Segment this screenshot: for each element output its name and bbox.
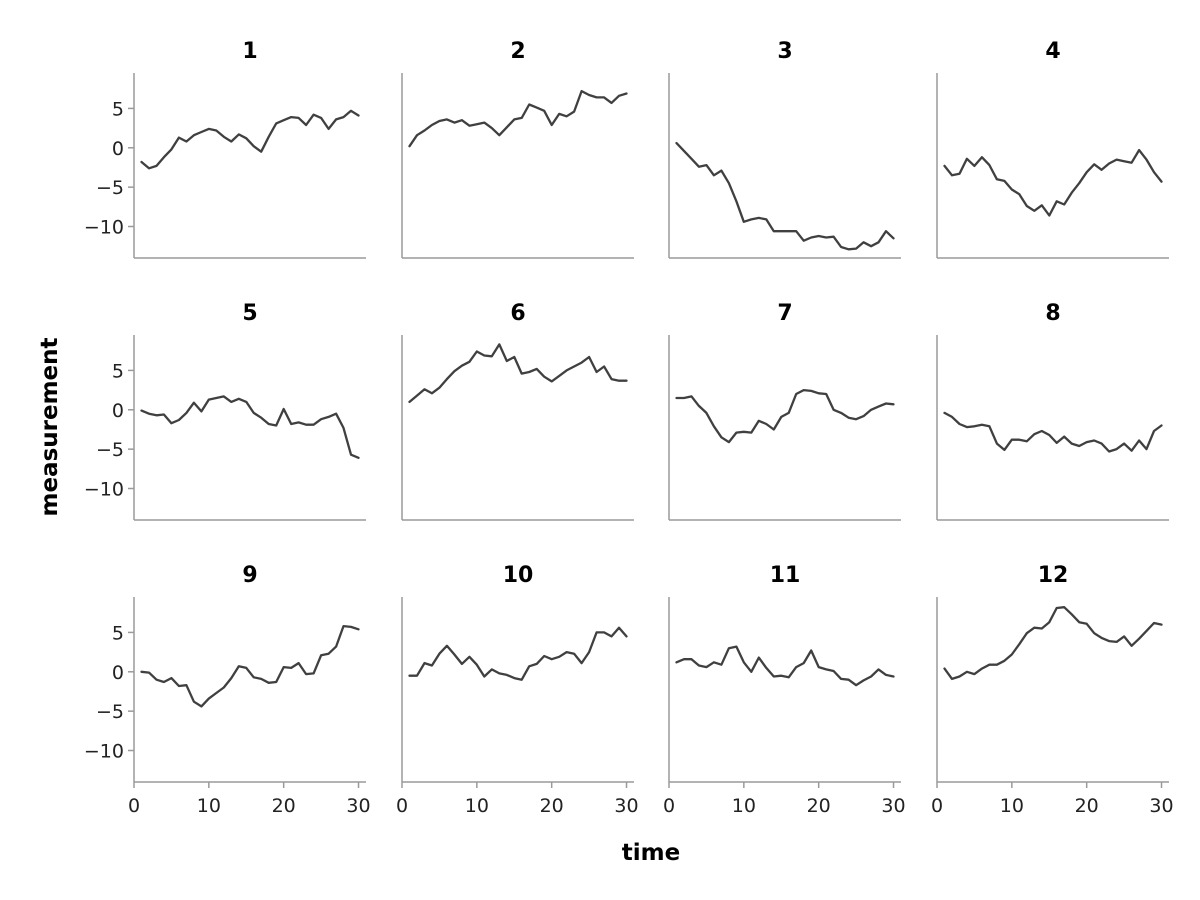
y-tick-label: −10 (84, 479, 124, 501)
y-axis-title: measurement (37, 337, 63, 516)
y-tick-label: −10 (84, 741, 124, 763)
y-tick-label: 0 (112, 138, 124, 160)
x-tick-label: 0 (396, 795, 408, 817)
x-tick-label: 20 (807, 795, 831, 817)
series-line-12 (943, 606, 1163, 681)
y-tick-label: 0 (112, 400, 124, 422)
x-tick-label: 10 (732, 795, 756, 817)
series-line-10 (408, 626, 628, 681)
x-tick-label: 30 (1149, 795, 1173, 817)
series-line-5 (140, 395, 360, 459)
x-tick-label: 30 (614, 795, 638, 817)
y-tick-label: 0 (112, 662, 124, 684)
series-line-3 (675, 141, 895, 251)
y-tick-label: −5 (96, 439, 124, 461)
x-tick-label: 10 (1000, 795, 1024, 817)
x-tick-label: 30 (346, 795, 370, 817)
series-line-11 (675, 645, 895, 687)
x-tick-label: 20 (272, 795, 296, 817)
y-tick-label: −5 (96, 177, 124, 199)
x-tick-label: 20 (540, 795, 564, 817)
panel-title: 1 (242, 39, 257, 64)
panel-5: 5 5 0 −5 −10 (84, 301, 366, 521)
panel-2: 2 (401, 39, 634, 259)
panel-7: 7 (668, 301, 901, 521)
series-line-2 (408, 89, 628, 148)
y-tick-label: 5 (112, 360, 124, 382)
x-tick-label: 0 (931, 795, 943, 817)
y-tick-label: 5 (112, 98, 124, 120)
x-tick-label: 0 (128, 795, 140, 817)
panel-11: 11 0 10 20 30 (663, 563, 906, 817)
series-line-1 (140, 109, 360, 170)
panel-title: 9 (242, 563, 257, 588)
panel-title: 11 (770, 563, 801, 588)
panel-6: 6 (401, 301, 634, 521)
x-tick-label: 10 (197, 795, 221, 817)
series-line-6 (408, 343, 628, 404)
panel-title: 4 (1045, 39, 1060, 64)
x-tick-label: 20 (1075, 795, 1099, 817)
panel-3: 3 (668, 39, 901, 259)
x-tick-label: 10 (465, 795, 489, 817)
panels-group: 1 5 0 −5 −10 2 3 4 5 5 0 −5 −10 6 7 8 9 5 0 −5 −10 0 10 20 30 10 0… (84, 39, 1174, 817)
panel-1: 1 5 0 −5 −10 (84, 39, 366, 259)
panel-9: 9 5 0 −5 −10 0 10 20 30 (84, 563, 371, 817)
panel-title: 3 (777, 39, 792, 64)
panel-10: 10 0 10 20 30 (396, 563, 639, 817)
panel-12: 12 0 10 20 30 (931, 563, 1174, 817)
y-tick-label: −10 (84, 217, 124, 239)
x-axis-title: time (622, 840, 680, 866)
y-tick-label: 5 (112, 622, 124, 644)
x-tick-label: 30 (881, 795, 905, 817)
panel-title: 7 (777, 301, 792, 326)
series-line-7 (675, 388, 895, 444)
series-line-9 (140, 624, 360, 708)
panel-8: 8 (936, 301, 1169, 521)
panel-4: 4 (936, 39, 1169, 259)
panel-title: 2 (510, 39, 525, 64)
panel-title: 6 (510, 301, 525, 326)
y-tick-label: −5 (96, 701, 124, 723)
series-line-4 (943, 148, 1163, 217)
panel-title: 8 (1045, 301, 1060, 326)
panel-title: 10 (503, 563, 534, 588)
series-line-8 (943, 411, 1163, 453)
x-tick-label: 0 (663, 795, 675, 817)
panel-title: 5 (242, 301, 257, 326)
panel-title: 12 (1038, 563, 1069, 588)
